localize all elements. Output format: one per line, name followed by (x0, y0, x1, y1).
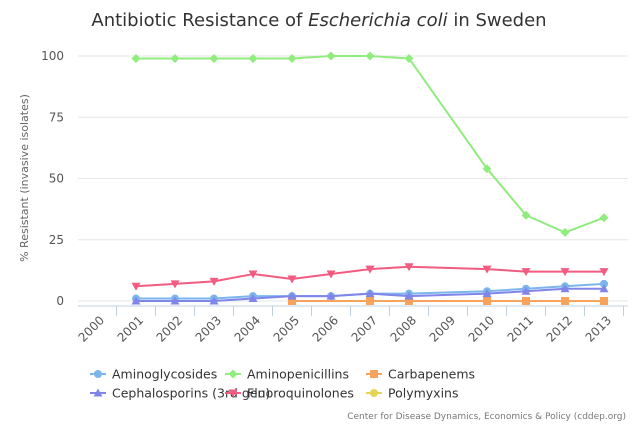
data-point-cephalosporins-3rd-gen[interactable] (248, 294, 258, 303)
data-point-cephalosporins-3rd-gen[interactable] (326, 291, 336, 300)
data-point-fluoroquinolones[interactable] (287, 275, 297, 284)
legend-item-carbapenems[interactable]: Carbapenems (366, 367, 475, 382)
data-point-aminoglycosides[interactable] (600, 279, 608, 288)
x-tick-label: 2011 (505, 313, 536, 344)
data-point-aminopenicillins[interactable] (131, 53, 141, 63)
data-point-aminopenicillins[interactable] (560, 227, 570, 237)
data-point-cephalosporins-3rd-gen[interactable] (521, 286, 531, 295)
series-fluoroquinolones (131, 263, 609, 291)
data-point-carbapenems[interactable] (561, 297, 569, 305)
data-point-aminopenicillins[interactable] (170, 53, 180, 63)
legend[interactable]: Aminoglycosides Aminopenicillins Carbapene… (90, 367, 475, 401)
legend-item-aminopenicillins[interactable]: Aminopenicillins (225, 367, 349, 382)
data-point-carbapenems[interactable] (366, 297, 374, 305)
data-point-fluoroquinolones[interactable] (131, 282, 141, 291)
data-point-carbapenems[interactable] (405, 297, 413, 305)
data-point-cephalosporins-3rd-gen[interactable] (482, 289, 492, 298)
legend-item-polymyxins[interactable]: Polymyxins (366, 386, 459, 401)
x-tick-label: 2001 (115, 313, 146, 344)
legend-marker-aminoglycosides[interactable] (94, 370, 102, 378)
legend-item-aminoglycosides[interactable]: Aminoglycosides (90, 367, 217, 382)
y-tick-label: 75 (49, 110, 64, 124)
data-point-fluoroquinolones[interactable] (365, 265, 375, 274)
series-carbapenems (288, 297, 608, 305)
data-point-cephalosporins-3rd-gen[interactable] (365, 289, 375, 298)
data-point-cephalosporins-3rd-gen[interactable] (404, 291, 414, 300)
y-tick-label: 100 (41, 49, 64, 63)
chart-credit[interactable]: Center for Disease Dynamics, Economics &… (347, 412, 626, 422)
data-point-fluoroquinolones[interactable] (482, 265, 492, 274)
y-tick-label: 0 (56, 294, 64, 308)
data-point-cephalosporins-3rd-gen[interactable] (170, 296, 180, 305)
x-tick-label: 2005 (271, 313, 302, 344)
chart-title-suffix: in Sweden (448, 10, 547, 31)
legend-label: Carbapenems (388, 367, 475, 382)
grid-lines (78, 55, 628, 302)
data-point-cephalosporins-3rd-gen[interactable] (599, 284, 609, 293)
data-point-aminopenicillins[interactable] (521, 210, 531, 220)
data-point-aminopenicillins[interactable] (209, 53, 219, 63)
x-tick-label: 2003 (193, 313, 224, 344)
data-point-fluoroquinolones[interactable] (599, 268, 609, 277)
x-tick-label: 2012 (544, 313, 575, 344)
chart-title-italic: Escherichia coli (308, 10, 448, 31)
data-point-aminopenicillins[interactable] (404, 53, 414, 63)
y-tick-label: 25 (49, 233, 64, 247)
series-line-fluoroquinolones (135, 265, 604, 288)
data-point-carbapenems[interactable] (522, 297, 530, 305)
data-point-fluoroquinolones[interactable] (248, 270, 258, 279)
x-tick-label: 2007 (349, 313, 380, 344)
x-tick-label: 2009 (427, 313, 458, 344)
series-line-cephalosporins-3rd-gen (136, 287, 604, 302)
legend-label: Aminoglycosides (112, 367, 217, 382)
data-point-fluoroquinolones[interactable] (560, 268, 570, 277)
chart-title-prefix: Antibiotic Resistance of (91, 10, 308, 31)
legend-marker-fluoroquinolones[interactable] (228, 389, 238, 398)
legend-label: Aminopenicillins (247, 367, 349, 382)
data-point-cephalosporins-3rd-gen[interactable] (560, 284, 570, 293)
legend-item-cephalosporins-3rd-gen[interactable]: Cephalosporins (3rd gen) (90, 386, 270, 401)
data-point-carbapenems[interactable] (483, 297, 491, 305)
x-tick-label: 2013 (583, 313, 614, 344)
data-point-cephalosporins-3rd-gen[interactable] (209, 296, 219, 305)
x-tick-label: 2008 (388, 313, 419, 344)
legend-marker-polymyxins[interactable] (370, 389, 378, 397)
y-tick-label: 50 (49, 172, 64, 186)
data-point-fluoroquinolones[interactable] (521, 268, 531, 277)
data-point-aminopenicillins[interactable] (326, 51, 336, 61)
legend-label: Polymyxins (388, 386, 459, 401)
legend-marker-aminopenicillins[interactable] (228, 369, 238, 379)
data-point-aminopenicillins[interactable] (365, 51, 375, 61)
data-point-aminopenicillins[interactable] (248, 53, 258, 63)
data-point-fluoroquinolones[interactable] (170, 280, 180, 289)
x-tick-label: 2006 (310, 313, 341, 344)
series-cephalosporins-3rd-gen (131, 284, 609, 305)
x-tick-label: 2000 (76, 313, 107, 344)
data-point-fluoroquinolones[interactable] (326, 270, 336, 279)
x-tick-label: 2002 (154, 313, 185, 344)
data-point-fluoroquinolones[interactable] (209, 277, 219, 286)
data-point-aminopenicillins[interactable] (599, 213, 609, 223)
legend-item-fluoroquinolones[interactable]: Fluoroquinolones (225, 386, 354, 401)
series-lines (131, 51, 609, 305)
series-aminopenicillins (131, 51, 609, 237)
legend-label: Fluoroquinolones (247, 386, 354, 401)
chart-title: Antibiotic Resistance of Escherichia col… (91, 10, 546, 31)
legend-marker-cephalosporins-3rd-gen[interactable] (93, 388, 103, 397)
y-axis-title: % Resistant (invasive isolates) (18, 94, 31, 262)
legend-label: Cephalosporins (3rd gen) (112, 386, 270, 401)
x-tick-label: 2010 (466, 313, 497, 344)
data-point-carbapenems[interactable] (600, 297, 608, 305)
data-point-fluoroquinolones[interactable] (404, 263, 414, 272)
x-tick-label: 2004 (232, 313, 263, 344)
series-line-aminopenicillins (136, 55, 605, 234)
data-point-carbapenems[interactable] (288, 297, 296, 305)
data-point-cephalosporins-3rd-gen[interactable] (287, 291, 297, 300)
data-point-aminopenicillins[interactable] (482, 164, 492, 174)
data-point-aminopenicillins[interactable] (287, 53, 297, 63)
data-point-cephalosporins-3rd-gen[interactable] (131, 296, 141, 305)
legend-marker-carbapenems[interactable] (370, 370, 378, 378)
